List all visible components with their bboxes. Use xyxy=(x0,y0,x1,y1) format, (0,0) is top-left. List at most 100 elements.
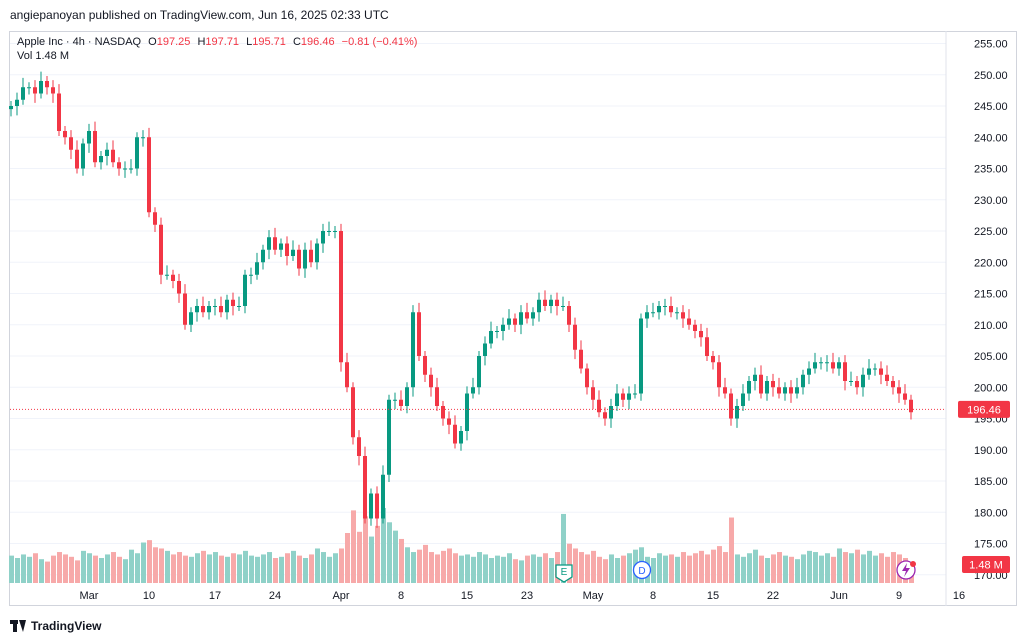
dividend-event-marker[interactable]: D xyxy=(632,560,652,580)
candle-body[interactable] xyxy=(159,224,163,275)
candle-body[interactable] xyxy=(33,87,37,94)
candle-body[interactable] xyxy=(411,312,415,388)
candle-body[interactable] xyxy=(819,362,823,364)
candle-body[interactable] xyxy=(123,168,127,170)
candle-body[interactable] xyxy=(597,399,601,413)
candle-body[interactable] xyxy=(783,387,787,394)
candle-body[interactable] xyxy=(483,343,487,357)
candle-body[interactable] xyxy=(237,306,241,307)
candle-body[interactable] xyxy=(111,149,115,163)
candle-body[interactable] xyxy=(333,231,337,232)
candle-body[interactable] xyxy=(843,362,847,381)
candle-body[interactable] xyxy=(207,306,211,313)
candle-body[interactable] xyxy=(507,318,511,325)
candle-body[interactable] xyxy=(903,393,907,400)
candle-body[interactable] xyxy=(657,306,661,313)
candle-body[interactable] xyxy=(693,324,697,331)
candle-body[interactable] xyxy=(795,387,799,394)
candle-body[interactable] xyxy=(465,393,469,432)
candle-body[interactable] xyxy=(57,93,61,132)
candle-body[interactable] xyxy=(447,418,451,425)
earnings-icon[interactable] xyxy=(555,564,573,583)
candle-body[interactable] xyxy=(189,312,193,325)
dividend-icon[interactable] xyxy=(632,560,652,580)
candle-body[interactable] xyxy=(855,381,859,388)
candle-body[interactable] xyxy=(627,393,631,400)
candle-body[interactable] xyxy=(195,306,199,313)
candle-body[interactable] xyxy=(543,299,547,306)
candle-body[interactable] xyxy=(69,137,73,150)
candle-body[interactable] xyxy=(699,331,703,338)
candle-body[interactable] xyxy=(429,374,433,388)
candle-body[interactable] xyxy=(723,387,727,394)
candle-body[interactable] xyxy=(297,249,301,269)
candle-body[interactable] xyxy=(93,131,97,163)
candle-body[interactable] xyxy=(747,381,751,394)
candle-body[interactable] xyxy=(177,281,181,294)
candle-body[interactable] xyxy=(867,368,871,375)
candle-body[interactable] xyxy=(153,212,157,225)
candle-body[interactable] xyxy=(375,493,379,519)
candle-body[interactable] xyxy=(735,406,739,419)
earnings-event-marker[interactable]: E xyxy=(555,564,573,583)
candle-body[interactable] xyxy=(615,393,619,407)
candle-body[interactable] xyxy=(789,387,793,394)
candle-body[interactable] xyxy=(771,381,775,388)
candle-body[interactable] xyxy=(813,362,817,369)
candle-body[interactable] xyxy=(651,312,655,314)
candle-body[interactable] xyxy=(609,406,613,419)
candle-body[interactable] xyxy=(345,362,349,388)
candle-body[interactable] xyxy=(369,493,373,519)
candle-body[interactable] xyxy=(477,356,481,388)
candle-body[interactable] xyxy=(267,237,271,250)
tradingview-footer[interactable]: TradingView xyxy=(10,619,101,633)
candle-body[interactable] xyxy=(741,393,745,407)
candle-body[interactable] xyxy=(39,81,43,94)
candle-body[interactable] xyxy=(891,381,895,388)
candle-body[interactable] xyxy=(837,362,841,369)
candle-body[interactable] xyxy=(729,393,733,419)
candle-body[interactable] xyxy=(531,312,535,319)
candle-body[interactable] xyxy=(75,149,79,169)
candle-body[interactable] xyxy=(405,387,409,406)
candle-body[interactable] xyxy=(51,87,55,94)
candle-body[interactable] xyxy=(225,299,229,313)
candle-body[interactable] xyxy=(321,231,325,244)
candle-body[interactable] xyxy=(807,368,811,375)
candle-body[interactable] xyxy=(423,356,427,375)
candle-body[interactable] xyxy=(213,306,217,307)
candle-body[interactable] xyxy=(9,106,13,110)
candle-body[interactable] xyxy=(105,149,109,156)
candle-body[interactable] xyxy=(711,356,715,363)
candle-body[interactable] xyxy=(537,299,541,313)
candle-body[interactable] xyxy=(639,318,643,394)
candle-body[interactable] xyxy=(243,274,247,306)
candle-body[interactable] xyxy=(591,387,595,400)
candle-body[interactable] xyxy=(147,137,151,213)
candle-body[interactable] xyxy=(849,381,853,382)
candle-body[interactable] xyxy=(231,299,235,306)
candle-body[interactable] xyxy=(87,131,91,144)
candle-body[interactable] xyxy=(861,374,865,388)
candle-body[interactable] xyxy=(645,312,649,319)
candle-body[interactable] xyxy=(831,362,835,369)
candle-body[interactable] xyxy=(357,437,361,456)
candle-body[interactable] xyxy=(183,293,187,325)
volume-label[interactable]: Vol xyxy=(17,50,33,62)
candle-body[interactable] xyxy=(675,312,679,314)
candle-body[interactable] xyxy=(501,324,505,331)
candle-body[interactable] xyxy=(15,99,19,106)
candle-body[interactable] xyxy=(435,387,439,406)
candle-body[interactable] xyxy=(327,231,331,232)
candle-body[interactable] xyxy=(681,312,685,319)
candle-body[interactable] xyxy=(825,362,829,364)
candle-body[interactable] xyxy=(885,374,889,381)
candle-body[interactable] xyxy=(753,374,757,381)
candle-body[interactable] xyxy=(873,368,877,370)
candle-body[interactable] xyxy=(399,399,403,406)
candle-body[interactable] xyxy=(285,243,289,257)
candle-body[interactable] xyxy=(585,368,589,388)
candle-body[interactable] xyxy=(63,131,67,138)
candle-body[interactable] xyxy=(525,312,529,319)
